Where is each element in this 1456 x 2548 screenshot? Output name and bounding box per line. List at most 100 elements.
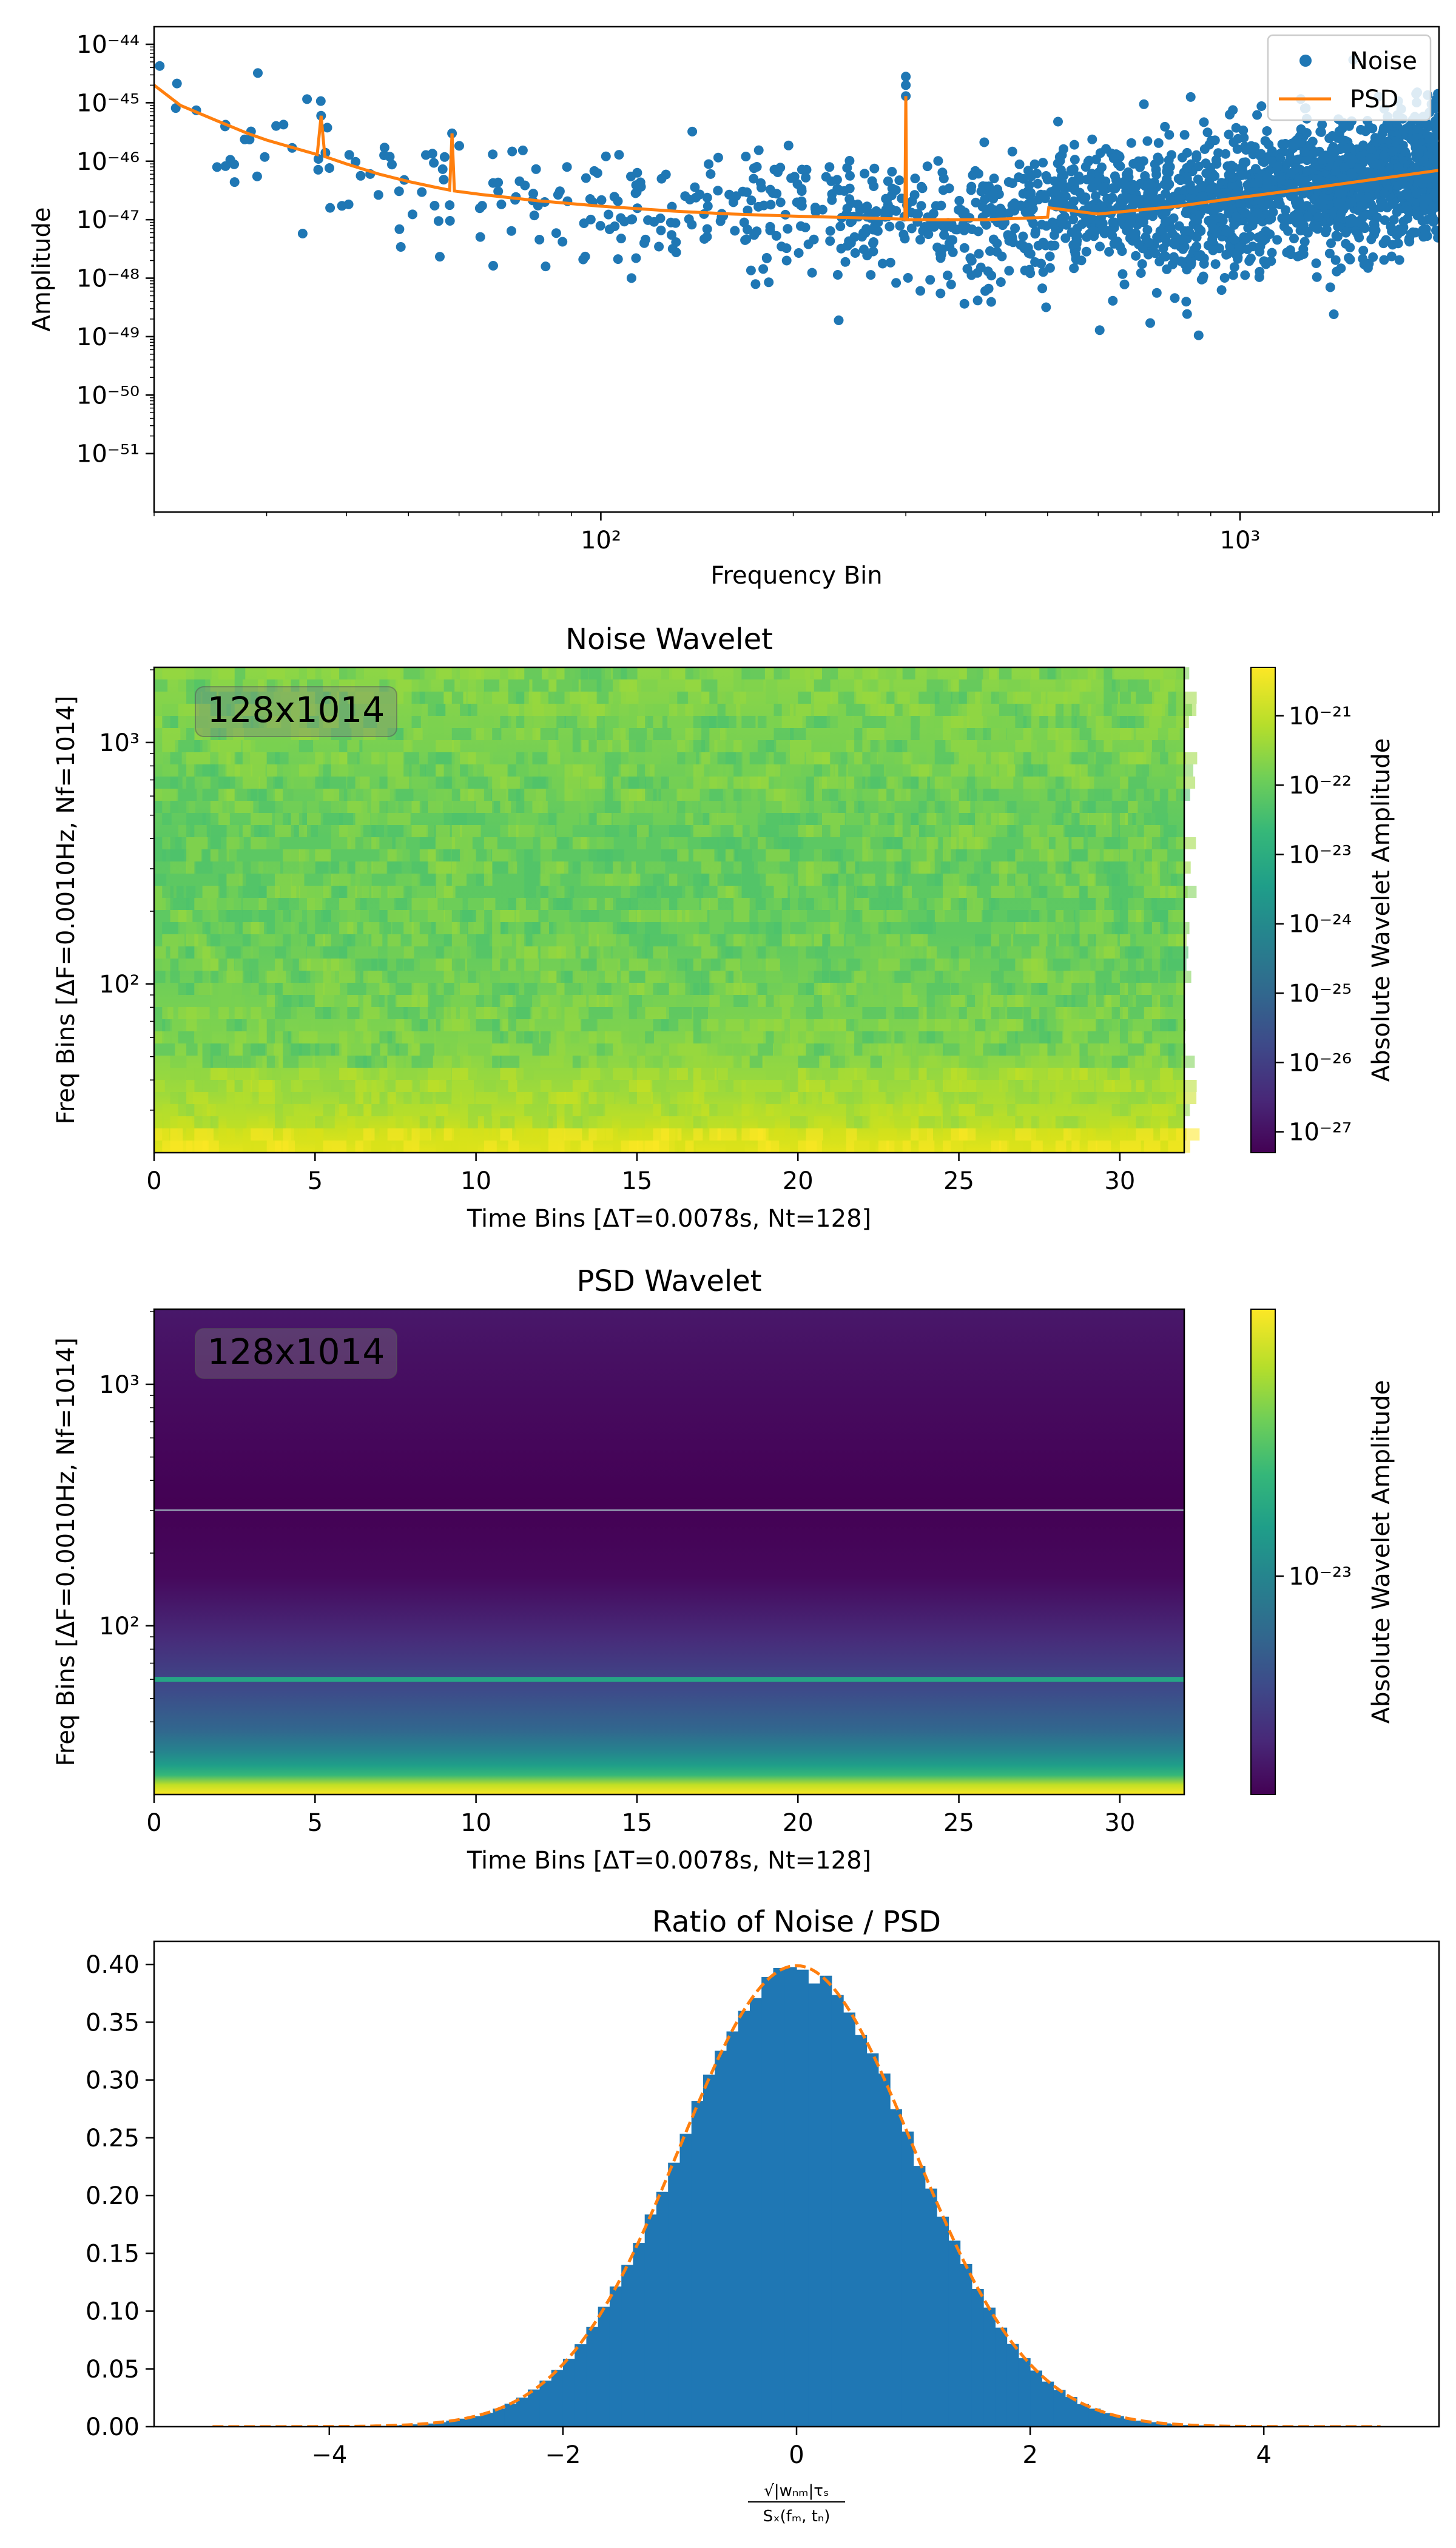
heatmap-cell [1176, 704, 1197, 716]
heatmap-cell [226, 825, 239, 837]
heatmap-cell [806, 983, 816, 995]
heatmap-cell [701, 801, 721, 813]
heatmap-cell [838, 1056, 850, 1068]
heatmap-cell [951, 704, 962, 716]
heatmap-cell [492, 946, 502, 959]
noise-point [1125, 216, 1136, 226]
noise-point [1030, 229, 1040, 239]
heatmap-cell [1079, 959, 1091, 971]
heatmap-cell [733, 971, 743, 983]
heatmap-cell [154, 1116, 164, 1128]
noise-point [1398, 225, 1407, 235]
heatmap-cell [766, 679, 778, 692]
heatmap-cell [1079, 679, 1091, 692]
heatmap-cell [1007, 801, 1017, 813]
heatmap-cell [162, 740, 175, 752]
noise-point [1273, 161, 1283, 172]
heatmap-cell [604, 1092, 615, 1104]
heatmap-cell [636, 959, 649, 971]
heatmap-cell [862, 849, 873, 861]
noise-point [917, 183, 928, 194]
heatmap-cell [1104, 740, 1113, 752]
heatmap-cell [194, 1080, 203, 1092]
noise-point [1372, 160, 1382, 170]
heatmap-cell [1144, 1031, 1153, 1043]
heatmap-cell [451, 874, 467, 886]
heatmap-cell [1071, 849, 1090, 861]
y-tick-label: 10⁻⁵⁰ [76, 382, 140, 410]
heatmap-cell [283, 1104, 302, 1116]
noise-point [1376, 201, 1386, 211]
heatmap-cell [774, 728, 794, 740]
heatmap-cell [242, 1092, 253, 1104]
heatmap-cell [959, 789, 969, 801]
heatmap-cell [838, 679, 856, 692]
noise-point [244, 135, 255, 144]
noise-point [1047, 217, 1057, 228]
heatmap-cell [242, 898, 260, 910]
noise-point [1082, 232, 1092, 242]
noise-point [944, 183, 954, 194]
heatmap-cell [596, 983, 612, 995]
heatmap-cell [1144, 667, 1164, 679]
heatmap-cell [926, 667, 938, 679]
heatmap-cell [1071, 983, 1089, 995]
heatmap-cell [902, 886, 912, 898]
heatmap-cell [814, 1116, 832, 1128]
noise-point [1020, 265, 1030, 275]
heatmap-cell [532, 777, 552, 789]
heatmap-cell [508, 1080, 517, 1092]
heatmap-cell [886, 1092, 895, 1104]
heatmap-cell [621, 692, 639, 704]
heatmap-cell [411, 704, 422, 716]
noise-point [1107, 183, 1117, 194]
heatmap-cell [1151, 849, 1168, 861]
heatmap-cell [830, 752, 848, 764]
heatmap-cell [1096, 1068, 1108, 1080]
heatmap-cell [870, 995, 884, 1007]
heatmap-cell [556, 825, 573, 837]
heatmap-cell [275, 1080, 294, 1092]
noise-point [1328, 151, 1338, 161]
heatmap-cell [331, 971, 341, 983]
noise-point [1182, 309, 1192, 319]
heatmap-cell [934, 801, 945, 813]
heatmap-cell [1111, 801, 1128, 813]
heatmap-cell [991, 898, 1000, 910]
heatmap-cell [741, 946, 756, 959]
heatmap-cell [902, 752, 913, 764]
heatmap-cell [999, 934, 1011, 946]
heatmap-cell [677, 922, 699, 934]
heatmap-cell [926, 813, 937, 825]
heatmap-cell [1160, 1007, 1173, 1019]
heatmap-cell [966, 1080, 991, 1092]
heatmap-cell [1128, 898, 1136, 910]
noise-point [1324, 248, 1335, 258]
x-axis-ticks: 10² 10³ [153, 512, 1433, 554]
heatmap-cell [226, 1116, 247, 1128]
noise-point [753, 145, 764, 155]
noise-point [1162, 174, 1172, 184]
heatmap-cell [693, 813, 702, 825]
heatmap-cell [894, 1068, 909, 1080]
heatmap-cell [556, 679, 579, 692]
noise-point [935, 288, 946, 298]
heatmap-cell [363, 861, 373, 874]
noise-point [541, 261, 551, 272]
heatmap-cell [403, 752, 419, 764]
noise-point [1286, 191, 1296, 201]
noise-point [966, 185, 976, 195]
heatmap-cell [604, 716, 622, 728]
heatmap-cell [403, 728, 423, 740]
heatmap-cell [564, 959, 583, 971]
noise-point [1168, 213, 1179, 223]
heatmap-cell [741, 801, 760, 813]
heatmap-cell [806, 1080, 826, 1092]
heatmap-cell [419, 679, 431, 692]
heatmap-cell [1079, 946, 1091, 959]
noise-point [1097, 224, 1107, 235]
heatmap-cell [443, 1007, 456, 1019]
noise-point [880, 208, 890, 218]
heatmap-cell [266, 764, 277, 777]
